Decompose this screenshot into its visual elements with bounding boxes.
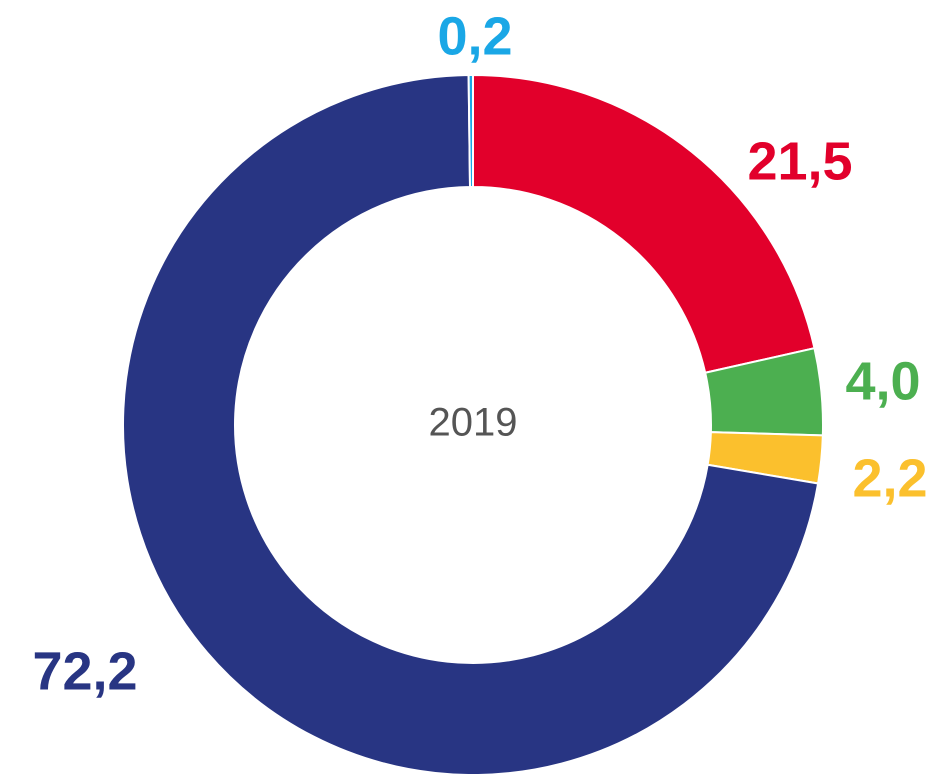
center-label: 2019 [429, 401, 518, 445]
value-label: 2,2 [852, 448, 927, 508]
value-label: 4,0 [845, 351, 920, 411]
donut-segment [472, 73, 816, 374]
value-label: 21,5 [747, 131, 852, 191]
donut-segment [122, 74, 820, 774]
donut-segment [467, 73, 474, 189]
value-label: 0,2 [437, 6, 512, 66]
value-label: 72,2 [32, 641, 137, 701]
